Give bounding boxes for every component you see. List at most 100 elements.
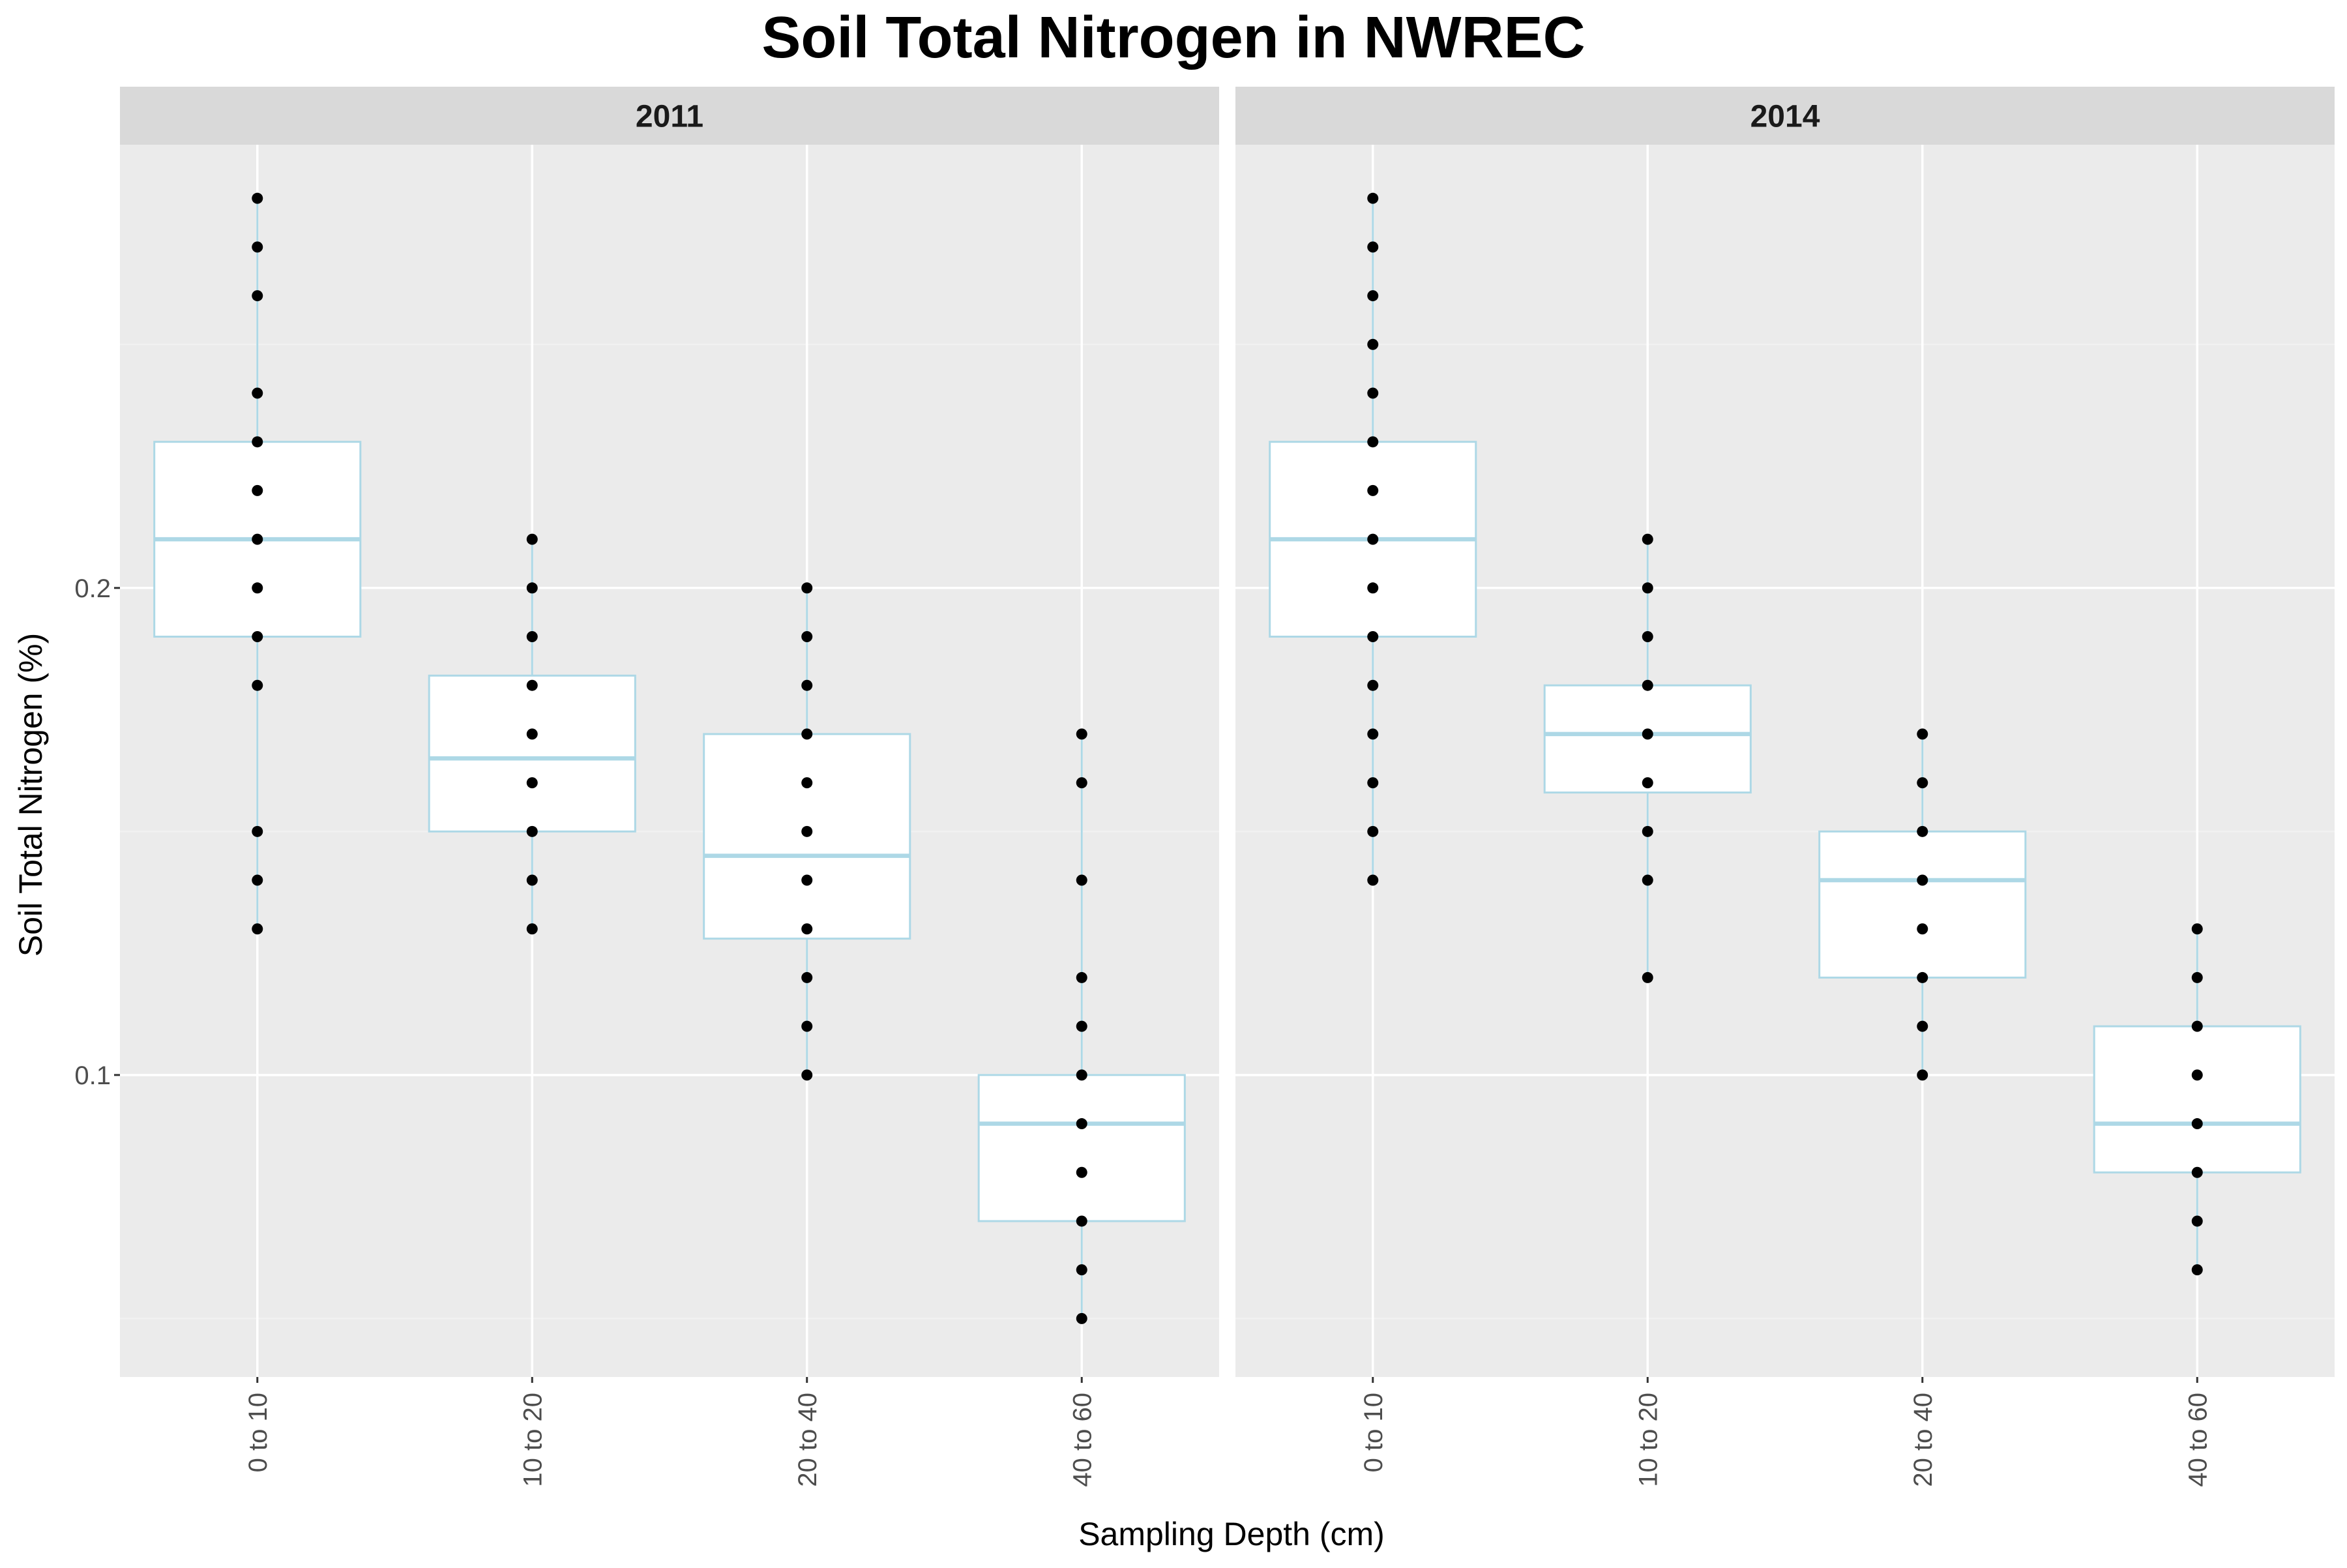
data-point — [1076, 1166, 1087, 1178]
data-point — [1367, 582, 1379, 594]
data-point — [1917, 825, 1928, 837]
data-point — [252, 484, 263, 496]
data-point — [1076, 1118, 1087, 1130]
boxplot-0-to-10 — [153, 192, 362, 935]
x-tick-label: 40 to 60 — [2183, 1393, 2212, 1487]
data-point — [252, 631, 263, 643]
data-point — [1367, 679, 1379, 691]
data-point — [2191, 923, 2203, 935]
data-point — [1367, 338, 1379, 350]
data-point — [801, 728, 813, 740]
data-point — [1367, 728, 1379, 740]
data-point — [252, 387, 263, 399]
facet-strip — [1235, 87, 2335, 145]
data-point — [1917, 971, 1928, 983]
x-axis-title: Sampling Depth (cm) — [1078, 1516, 1385, 1552]
data-point — [2191, 971, 2203, 983]
boxplot-0-to-10 — [1269, 192, 1477, 886]
facet-strip-label: 2011 — [636, 100, 703, 134]
y-tick-label: 0.1 — [74, 1061, 111, 1090]
data-point — [801, 923, 813, 935]
data-point — [1642, 874, 1653, 886]
data-point — [526, 679, 538, 691]
data-point — [1367, 436, 1379, 448]
panel-background — [1235, 145, 2335, 1377]
data-point — [1367, 192, 1379, 204]
box-iqr — [428, 674, 636, 833]
data-point — [801, 582, 813, 594]
data-point — [2191, 1069, 2203, 1081]
data-point — [801, 971, 813, 983]
x-tick-label: 40 to 60 — [1068, 1393, 1097, 1487]
y-axis-title: Soil Total Nitrogen (%) — [12, 633, 49, 957]
data-point — [1917, 874, 1928, 886]
facet-strip-label: 2014 — [1750, 100, 1820, 134]
data-point — [801, 825, 813, 837]
data-point — [252, 192, 263, 204]
data-point — [801, 1020, 813, 1032]
data-point — [1367, 631, 1379, 643]
data-point — [1076, 971, 1087, 983]
boxplot-20-to-40 — [703, 582, 911, 1081]
data-point — [1076, 1069, 1087, 1081]
data-point — [801, 631, 813, 643]
data-point — [1076, 728, 1087, 740]
data-point — [526, 631, 538, 643]
data-point — [1642, 582, 1653, 594]
data-point — [801, 1069, 813, 1081]
data-point — [1642, 825, 1653, 837]
data-point — [1367, 290, 1379, 302]
data-point — [1642, 679, 1653, 691]
x-tick-label: 20 to 40 — [793, 1393, 822, 1487]
data-point — [1917, 728, 1928, 740]
data-point — [2191, 1166, 2203, 1178]
box-iqr — [977, 1074, 1186, 1222]
facet-panel-2011: 2011 0 to 10 10 to 20 20 to 40 40 to 60 — [120, 87, 1219, 1487]
data-point — [252, 679, 263, 691]
x-tick-label: 0 to 10 — [244, 1393, 273, 1472]
data-point — [1076, 1020, 1087, 1032]
data-point — [252, 923, 263, 935]
data-point — [1076, 874, 1087, 886]
data-point — [252, 582, 263, 594]
x-tick-label: 0 to 10 — [1359, 1393, 1388, 1472]
boxplot-20-to-40 — [1818, 728, 2027, 1081]
data-point — [2191, 1215, 2203, 1227]
data-point — [526, 825, 538, 837]
data-point — [1367, 484, 1379, 496]
data-point — [526, 728, 538, 740]
data-point — [252, 825, 263, 837]
box-iqr — [1818, 830, 2027, 979]
data-point — [1076, 1264, 1087, 1276]
boxplot-40-to-60 — [977, 728, 1186, 1324]
data-point — [1642, 728, 1653, 740]
data-point — [1367, 777, 1379, 789]
data-point — [1642, 631, 1653, 643]
data-point — [1642, 533, 1653, 545]
data-point — [1917, 1069, 1928, 1081]
boxplot-10-to-20 — [1543, 533, 1752, 983]
data-point — [1917, 777, 1928, 789]
facet-strip — [120, 87, 1219, 145]
x-tick-label: 20 to 40 — [1909, 1393, 1938, 1487]
data-point — [1642, 971, 1653, 983]
data-point — [1367, 241, 1379, 253]
x-tick-label: 10 to 20 — [1634, 1393, 1662, 1487]
data-point — [2191, 1020, 2203, 1032]
data-point — [1076, 1312, 1087, 1324]
data-point — [252, 436, 263, 448]
data-point — [252, 241, 263, 253]
chart-title: Soil Total Nitrogen in NWREC — [761, 5, 1585, 70]
data-point — [2191, 1118, 2203, 1130]
data-point — [1076, 777, 1087, 789]
data-point — [1367, 387, 1379, 399]
data-point — [526, 874, 538, 886]
data-point — [801, 874, 813, 886]
box-iqr — [2093, 1025, 2301, 1174]
data-point — [526, 777, 538, 789]
data-point — [1367, 874, 1379, 886]
data-point — [801, 679, 813, 691]
x-tick-label: 10 to 20 — [518, 1393, 547, 1487]
